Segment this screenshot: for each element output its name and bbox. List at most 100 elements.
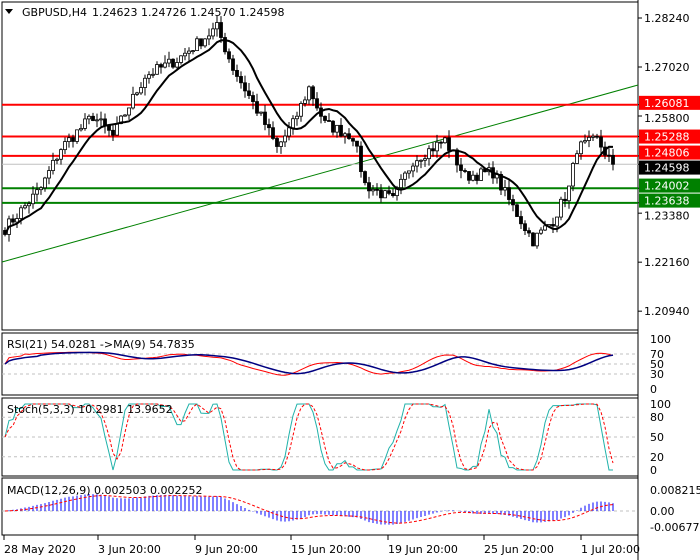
price-axis-label: 1.22160 xyxy=(644,256,690,269)
candle-body xyxy=(583,140,587,143)
stoch-label: Stoch(5,3,3) 10.2981 13.9652 xyxy=(7,403,173,416)
price-axis-label: 1.28240 xyxy=(644,12,690,25)
time-axis-label: 9 Jun 20:00 xyxy=(195,543,258,556)
candle-body xyxy=(463,170,467,172)
candle-body xyxy=(435,141,439,152)
candle-body xyxy=(23,205,27,209)
stoch-axis-label: 0 xyxy=(650,464,657,477)
candle-body xyxy=(211,28,215,37)
moving-average-line xyxy=(4,39,614,235)
candle-body xyxy=(295,115,299,120)
stoch-signal-line xyxy=(4,403,614,471)
macd-signal-line xyxy=(4,495,614,524)
candle-body xyxy=(115,123,119,136)
candle-body xyxy=(447,137,451,151)
current-price-label: 1.24598 xyxy=(644,162,690,175)
candle-body xyxy=(99,118,103,121)
candle-body xyxy=(507,187,511,200)
candle-body xyxy=(51,159,55,171)
candle-body xyxy=(279,141,283,147)
candle-body xyxy=(383,190,387,199)
rsi-axis-label: 30 xyxy=(650,368,664,381)
candle-body xyxy=(347,133,351,139)
candle-body xyxy=(471,174,475,181)
candle-body xyxy=(219,22,223,38)
ohlc-values: 1.24623 1.24726 1.24570 1.24598 xyxy=(92,6,284,19)
candle-body xyxy=(275,138,279,147)
level-label: 1.24806 xyxy=(644,147,690,160)
candle-body xyxy=(391,192,395,197)
candle-body xyxy=(107,125,111,131)
candle-body xyxy=(195,38,199,52)
candle-body xyxy=(79,128,83,131)
candle-body xyxy=(443,137,447,144)
candle-body xyxy=(191,50,195,53)
candle-body xyxy=(127,107,131,116)
candle-body xyxy=(499,174,503,191)
level-label: 1.24002 xyxy=(644,180,690,193)
candle-body xyxy=(407,170,411,174)
level-label-bg xyxy=(639,95,700,110)
candle-body xyxy=(31,193,35,205)
candle-body xyxy=(411,165,415,172)
candle-body xyxy=(351,138,355,142)
candle-body xyxy=(139,87,143,94)
candle-body xyxy=(543,225,547,231)
candle-body xyxy=(331,120,335,133)
candle-body xyxy=(587,136,591,141)
candle-body xyxy=(607,154,611,157)
time-axis-label: 19 Jun 20:00 xyxy=(388,543,458,556)
candle-body xyxy=(323,115,327,121)
stoch-axis-label: 80 xyxy=(650,411,664,424)
candle-body xyxy=(427,148,431,160)
candle-body xyxy=(203,38,207,47)
candle-body xyxy=(179,55,183,63)
macd-axis-label: 0.008215 xyxy=(650,484,700,497)
candle-body xyxy=(175,62,179,68)
candle-body xyxy=(567,185,571,202)
candle-body xyxy=(75,129,79,142)
candle-body xyxy=(475,174,479,181)
candle-body xyxy=(539,229,543,234)
time-axis-label: 25 Jun 20:00 xyxy=(484,543,554,556)
panel-main xyxy=(1,1,639,331)
candle-body xyxy=(231,58,235,71)
candle-body xyxy=(375,188,379,191)
candle-body xyxy=(155,64,159,75)
candle-body xyxy=(595,135,599,138)
time-axis-label: 1 Jul 20:00 xyxy=(581,543,640,556)
candle-body xyxy=(55,158,59,161)
candle-body xyxy=(315,98,319,109)
dropdown-triangle-icon[interactable] xyxy=(5,9,13,14)
stoch-axis-label: 20 xyxy=(650,451,664,464)
time-axis-label: 28 May 2020 xyxy=(4,543,76,556)
macd-axis-label: -0.006778 xyxy=(650,521,700,534)
candle-body xyxy=(131,93,135,109)
candle-body xyxy=(267,124,271,129)
candle-body xyxy=(35,189,39,195)
candle-body xyxy=(531,232,535,247)
candle-body xyxy=(503,187,507,191)
candle-body xyxy=(71,137,75,142)
level-label-bg xyxy=(639,178,700,193)
candle-body xyxy=(599,136,603,148)
rsi-line xyxy=(4,351,614,376)
price-axis-label: 1.25800 xyxy=(644,112,690,125)
candle-body xyxy=(563,198,567,202)
candle-body xyxy=(287,127,291,137)
level-label: 1.26081 xyxy=(644,97,690,110)
candle-body xyxy=(263,111,267,125)
candle-body xyxy=(147,74,151,79)
candle-body xyxy=(307,86,311,101)
candle-body xyxy=(387,190,391,194)
candle-body xyxy=(15,218,19,223)
macd-axis-label: 0.00 xyxy=(650,505,675,518)
candle-body xyxy=(235,70,239,77)
price-axis-label: 1.20940 xyxy=(644,305,690,318)
level-label-bg xyxy=(639,193,700,208)
price-axis-label: 1.27020 xyxy=(644,61,690,74)
candle-body xyxy=(207,35,211,40)
candle-body xyxy=(455,149,459,166)
